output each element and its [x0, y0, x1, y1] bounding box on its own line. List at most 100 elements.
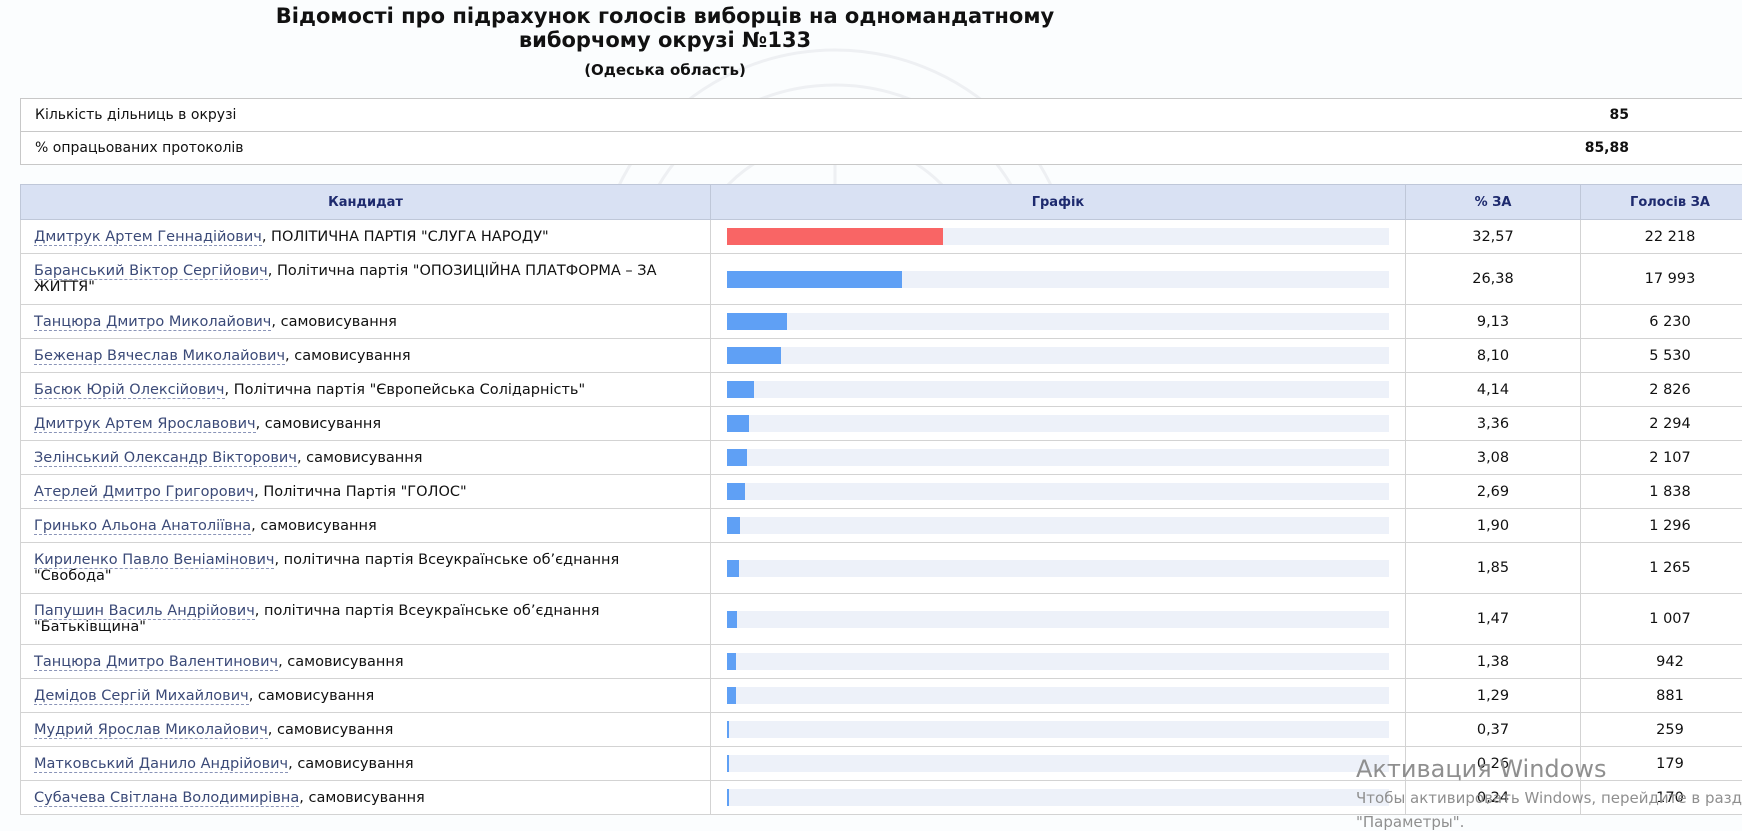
vote-bar	[727, 483, 745, 500]
candidate-name-link[interactable]: Баранський Віктор Сергійович	[34, 263, 268, 280]
candidate-name-link[interactable]: Дмитрук Артем Геннадійович	[34, 229, 262, 246]
candidate-cell: Папушин Василь Андрійович, політична пар…	[21, 594, 711, 645]
candidate-row: Гринько Альона Анатоліївна, самовисуванн…	[21, 509, 1742, 543]
votes-cell: 170	[1581, 781, 1742, 815]
candidate-name-link[interactable]: Субачева Світлана Володимирівна	[34, 790, 299, 807]
votes-cell: 1 265	[1581, 543, 1742, 594]
percent-cell: 1,29	[1406, 679, 1581, 713]
graph-cell	[711, 373, 1406, 407]
percent-cell: 3,08	[1406, 441, 1581, 475]
vote-bar	[727, 560, 739, 577]
percent-cell: 1,47	[1406, 594, 1581, 645]
candidate-cell: Танцюра Дмитро Валентинович, самовисуван…	[21, 645, 711, 679]
votes-cell: 881	[1581, 679, 1742, 713]
graph-cell	[711, 441, 1406, 475]
candidate-affiliation: , самовисування	[249, 688, 375, 704]
vote-bar-track	[727, 560, 1389, 577]
votes-cell: 2 294	[1581, 407, 1742, 441]
candidate-row: Мудрий Ярослав Миколайович, самовисуванн…	[21, 713, 1742, 747]
votes-cell: 2 107	[1581, 441, 1742, 475]
candidate-name-link[interactable]: Кириленко Павло Веніамінович	[34, 552, 274, 569]
candidate-affiliation: , Політична партія "Європейська Солідарн…	[225, 382, 586, 398]
candidate-affiliation: , ПОЛІТИЧНА ПАРТІЯ "СЛУГА НАРОДУ"	[262, 229, 549, 245]
vote-bar-track	[727, 271, 1389, 288]
vote-bar-track	[727, 755, 1389, 772]
header-candidate: Кандидат	[21, 185, 711, 220]
vote-bar	[727, 381, 754, 398]
votes-cell: 259	[1581, 713, 1742, 747]
votes-cell: 1 296	[1581, 509, 1742, 543]
graph-cell	[711, 254, 1406, 305]
candidate-name-link[interactable]: Танцюра Дмитро Миколайович	[34, 314, 271, 331]
vote-bar-track	[727, 653, 1389, 670]
summary-label: % опрацьованих протоколів	[21, 132, 1356, 165]
candidate-row: Демідов Сергій Михайлович, самовисування…	[21, 679, 1742, 713]
candidate-cell: Баранський Віктор Сергійович, Політична …	[21, 254, 711, 305]
candidate-cell: Зелінський Олександр Вікторович, самовис…	[21, 441, 711, 475]
vote-bar-track	[727, 611, 1389, 628]
candidate-row: Субачева Світлана Володимирівна, самовис…	[21, 781, 1742, 815]
votes-cell: 6 230	[1581, 305, 1742, 339]
vote-bar-track	[727, 517, 1389, 534]
candidate-name-link[interactable]: Дмитрук Артем Ярославович	[34, 416, 256, 433]
graph-cell	[711, 645, 1406, 679]
candidate-name-link[interactable]: Матковський Данило Андрійович	[34, 756, 288, 773]
results-header-row: Кандидат Графік % ЗА Голосів ЗА	[21, 185, 1742, 220]
candidate-affiliation: , Політична Партія "ГОЛОС"	[254, 484, 467, 500]
percent-cell: 1,85	[1406, 543, 1581, 594]
region-subtitle: (Одеська область)	[0, 61, 1330, 79]
candidate-name-link[interactable]: Басюк Юрій Олексійович	[34, 382, 225, 399]
votes-cell: 5 530	[1581, 339, 1742, 373]
vote-bar	[727, 415, 749, 432]
candidate-cell: Дмитрук Артем Ярославович, самовисування	[21, 407, 711, 441]
candidate-name-link[interactable]: Танцюра Дмитро Валентинович	[34, 654, 278, 671]
percent-cell: 1,90	[1406, 509, 1581, 543]
vote-bar-track	[727, 381, 1389, 398]
vote-bar	[727, 271, 902, 288]
candidate-affiliation: , самовисування	[297, 450, 423, 466]
candidate-name-link[interactable]: Зелінський Олександр Вікторович	[34, 450, 297, 467]
candidate-cell: Басюк Юрій Олексійович, Політична партія…	[21, 373, 711, 407]
candidate-affiliation: , самовисування	[288, 756, 414, 772]
candidate-name-link[interactable]: Папушин Василь Андрійович	[34, 603, 255, 620]
candidate-name-link[interactable]: Гринько Альона Анатоліївна	[34, 518, 251, 535]
graph-cell	[711, 713, 1406, 747]
vote-bar-track	[727, 789, 1389, 806]
candidate-name-link[interactable]: Атерлей Дмитро Григорович	[34, 484, 254, 501]
graph-cell	[711, 220, 1406, 254]
vote-bar-track	[727, 313, 1389, 330]
candidate-row: Беженар Вячеслав Миколайович, самовисува…	[21, 339, 1742, 373]
vote-bar	[727, 449, 747, 466]
summary-value: 85	[1355, 99, 1742, 132]
candidate-row: Кириленко Павло Веніамінович, політична …	[21, 543, 1742, 594]
candidate-cell: Мудрий Ярослав Миколайович, самовисуванн…	[21, 713, 711, 747]
percent-cell: 26,38	[1406, 254, 1581, 305]
vote-bar-track	[727, 347, 1389, 364]
candidate-affiliation: , самовисування	[278, 654, 404, 670]
candidate-row: Дмитрук Артем Геннадійович, ПОЛІТИЧНА ПА…	[21, 220, 1742, 254]
summary-row: Кількість дільниць в окрузі 85	[21, 99, 1742, 132]
candidate-cell: Гринько Альона Анатоліївна, самовисуванн…	[21, 509, 711, 543]
page-header: Відомості про підрахунок голосів виборці…	[0, 0, 1330, 79]
candidate-affiliation: , самовисування	[268, 722, 394, 738]
graph-cell	[711, 305, 1406, 339]
votes-cell: 1 838	[1581, 475, 1742, 509]
vote-bar	[727, 347, 781, 364]
votes-cell: 942	[1581, 645, 1742, 679]
graph-cell	[711, 543, 1406, 594]
percent-cell: 1,38	[1406, 645, 1581, 679]
candidate-name-link[interactable]: Мудрий Ярослав Миколайович	[34, 722, 268, 739]
candidate-name-link[interactable]: Беженар Вячеслав Миколайович	[34, 348, 285, 365]
candidate-row: Басюк Юрій Олексійович, Політична партія…	[21, 373, 1742, 407]
graph-cell	[711, 679, 1406, 713]
percent-cell: 0,24	[1406, 781, 1581, 815]
candidate-name-link[interactable]: Демідов Сергій Михайлович	[34, 688, 249, 705]
graph-cell	[711, 781, 1406, 815]
percent-cell: 8,10	[1406, 339, 1581, 373]
percent-cell: 32,57	[1406, 220, 1581, 254]
percent-cell: 0,26	[1406, 747, 1581, 781]
results-table: Кандидат Графік % ЗА Голосів ЗА Дмитрук …	[20, 184, 1742, 815]
candidate-row: Дмитрук Артем Ярославович, самовисування…	[21, 407, 1742, 441]
summary-value: 85,88	[1355, 132, 1742, 165]
vote-bar	[727, 653, 736, 670]
